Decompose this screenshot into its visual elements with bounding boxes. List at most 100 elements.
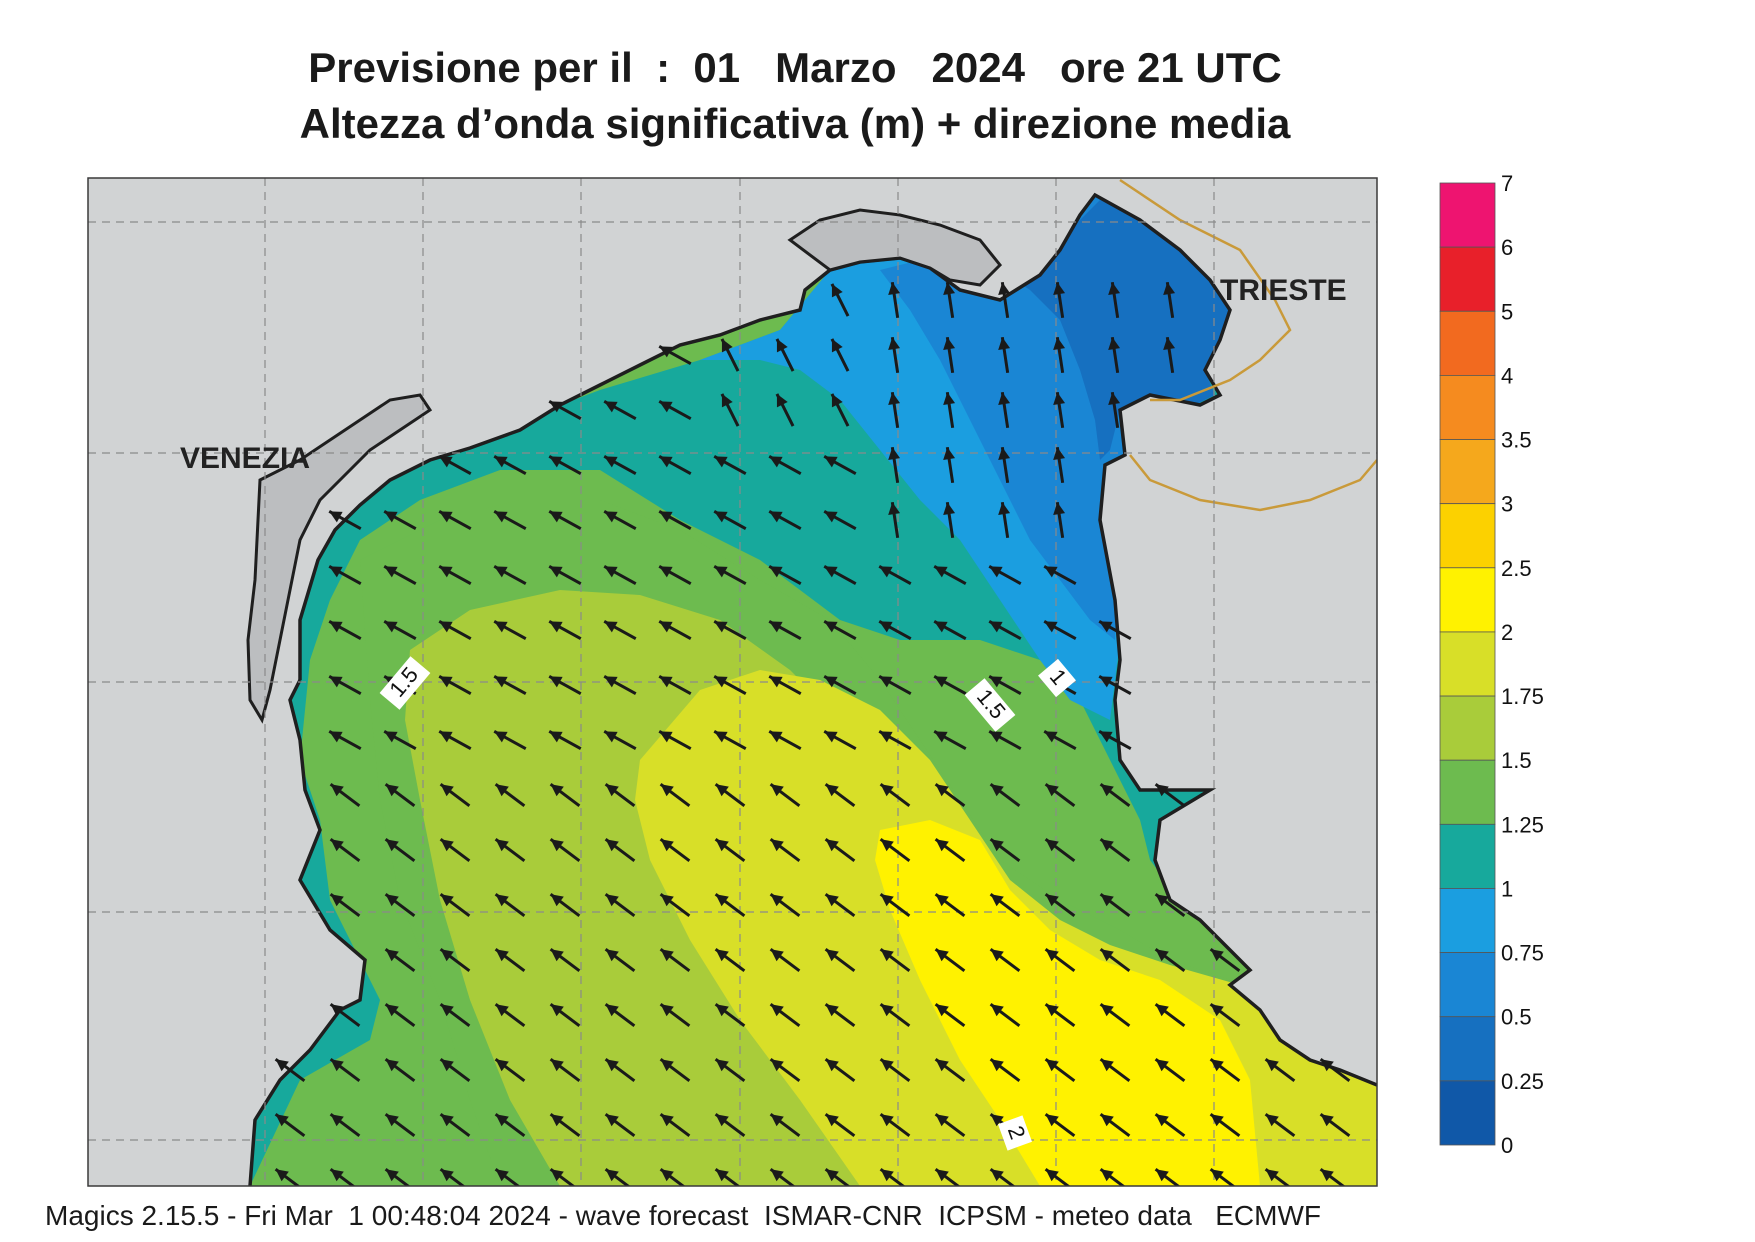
legend-label: 4 [1501,363,1513,388]
direction-arrow-head [943,392,956,405]
direction-arrow-head [440,839,454,852]
direction-arrow-head [275,1169,289,1182]
direction-arrow-head [659,566,673,578]
direction-arrow-head [1045,1059,1059,1072]
direction-arrow-head [769,511,783,523]
direction-arrow-head [879,566,893,578]
direction-arrow-head [1044,731,1058,743]
direction-arrow-head [1045,949,1059,962]
direction-arrow-head [825,839,839,852]
direction-arrow-head [660,1004,674,1017]
direction-arrow-head [935,784,949,797]
direction-arrow-head [660,1114,674,1127]
direction-arrow-head [714,621,728,633]
direction-arrow-head [998,337,1011,350]
direction-arrow-head [660,839,674,852]
legend-label: 6 [1501,235,1513,260]
footer-credits: Magics 2.15.5 - Fri Mar 1 00:48:04 2024 … [45,1200,1321,1231]
direction-arrow-head [769,456,783,468]
direction-arrow-head [715,839,729,852]
direction-arrow-head [550,949,564,962]
direction-arrow-head [880,1114,894,1127]
direction-arrow-head [824,731,838,743]
direction-arrow-head [1100,1114,1114,1127]
direction-arrow-head [715,1004,729,1017]
contour-label-4: 2 [997,1115,1033,1151]
legend-swatch [1439,246,1496,312]
direction-arrow-head [990,894,1004,907]
direction-arrow-head [1108,282,1121,295]
legend-label: 3 [1501,492,1513,517]
direction-arrow-head [1320,1059,1334,1072]
direction-arrow-head [770,1169,784,1182]
direction-arrow-head [385,949,399,962]
direction-arrow-head [494,621,508,633]
direction-arrow-head [605,894,619,907]
direction-arrow-head [769,676,783,688]
direction-arrow-head [769,621,783,633]
direction-arrow-head [660,1169,674,1182]
direction-arrow-head [495,1169,509,1182]
direction-arrow-head [1045,1114,1059,1127]
direction-arrow-head [384,566,398,578]
direction-arrow-head [1155,1114,1169,1127]
direction-arrow-head [1053,447,1066,460]
direction-arrow-head [943,337,956,350]
direction-arrow-head [549,621,563,633]
legend-swatch [1439,439,1496,505]
direction-arrow-head [714,676,728,688]
legend-swatch [1439,695,1496,761]
direction-arrow-head [330,784,344,797]
legend-swatch [1439,182,1496,248]
direction-arrow-head [998,447,1011,460]
direction-arrow-head [1099,676,1113,688]
direction-arrow-head [659,676,673,688]
legend-swatch [1439,823,1496,889]
direction-arrow-head [495,1114,509,1127]
direction-arrow-head [439,731,453,743]
direction-arrow-head [440,1169,454,1182]
direction-arrow-head [549,401,563,413]
grado-lagoon-land [787,208,1003,287]
direction-arrow-head [495,784,509,797]
direction-arrow-head [385,1114,399,1127]
direction-arrow-head [275,1059,289,1072]
direction-arrow-head [549,566,563,578]
legend-label: 1.25 [1501,812,1544,837]
direction-arrow-head [385,839,399,852]
direction-arrow-head [1155,949,1169,962]
direction-arrow-head [990,1114,1004,1127]
venice-lagoon-land [246,393,433,724]
direction-arrow-head [1265,1114,1279,1127]
direction-arrow-head [770,949,784,962]
direction-arrow-head [715,784,729,797]
legend-label: 1 [1501,876,1513,901]
direction-arrow-head [1155,1004,1169,1017]
direction-arrow-head [495,839,509,852]
direction-arrow-head [715,1169,729,1182]
direction-arrow-head [1053,337,1066,350]
direction-arrow-head [888,282,901,295]
direction-arrow-head [1045,1169,1059,1182]
direction-arrow-head [494,731,508,743]
direction-arrow-head [440,1004,454,1017]
direction-arrow-head [1045,894,1059,907]
direction-arrow-head [1155,1059,1169,1072]
direction-arrow-head [879,676,893,688]
direction-arrow-head [659,401,673,413]
legend-label: 1.75 [1501,684,1544,709]
direction-arrow-head [935,894,949,907]
direction-arrow-head [329,676,343,688]
direction-arrow-head [1100,784,1114,797]
direction-arrow-head [659,511,673,523]
direction-arrow-head [1045,784,1059,797]
direction-arrow-head [715,949,729,962]
direction-arrow-head [770,1114,784,1127]
direction-arrow-head [660,1059,674,1072]
direction-arrow-head [494,676,508,688]
legend-label: 2 [1501,620,1513,645]
direction-arrow-head [495,894,509,907]
direction-arrow-head [1053,392,1066,405]
direction-arrow-head [824,676,838,688]
